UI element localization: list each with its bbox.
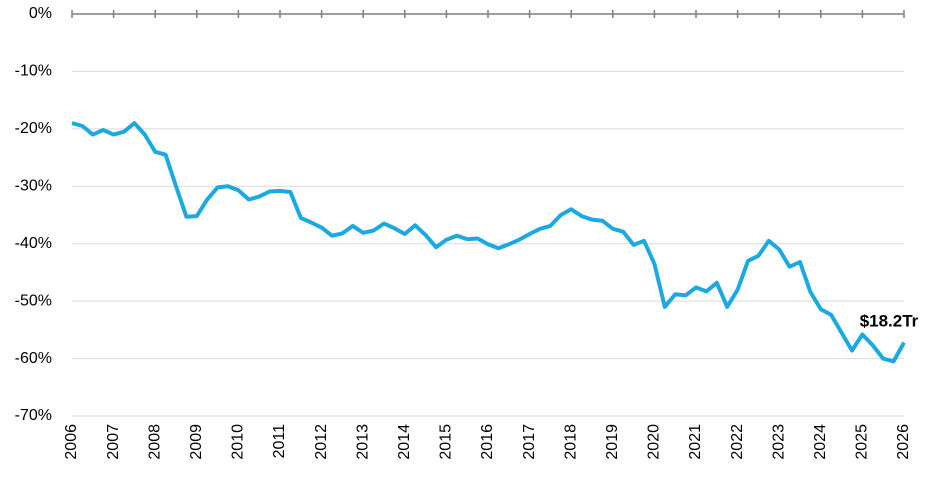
y-tick-label: -60% bbox=[15, 350, 52, 367]
x-tick-label: 2023 bbox=[770, 424, 787, 460]
y-tick-label: -50% bbox=[15, 292, 52, 309]
annotation: $18.2Tr bbox=[860, 311, 919, 330]
x-tick-label: 2006 bbox=[63, 424, 80, 460]
y-tick-label: -30% bbox=[15, 178, 52, 195]
x-tick-label: 2017 bbox=[521, 424, 538, 460]
x-tick-label: 2010 bbox=[230, 424, 247, 460]
x-tick-label: 2021 bbox=[687, 424, 704, 460]
x-tick-label: 2013 bbox=[354, 424, 371, 460]
y-tick-label: 0% bbox=[29, 5, 52, 22]
x-tick-label: 2020 bbox=[646, 424, 663, 460]
x-tick-label: 2018 bbox=[562, 424, 579, 460]
x-tick-label: 2007 bbox=[105, 424, 122, 460]
x-tick-label: 2022 bbox=[729, 424, 746, 460]
y-tick-label: -70% bbox=[15, 407, 52, 424]
x-tick-label: 2024 bbox=[812, 424, 829, 460]
x-tick-label: 2025 bbox=[854, 424, 871, 460]
data-line bbox=[71, 121, 906, 364]
y-tick-label: -10% bbox=[15, 63, 52, 80]
x-tick-label: 2015 bbox=[438, 424, 455, 460]
x-tick-label: 2011 bbox=[271, 424, 288, 459]
y-tick-label: -20% bbox=[15, 120, 52, 137]
x-tick-label: 2014 bbox=[396, 424, 413, 460]
x-tick-label: 2008 bbox=[146, 424, 163, 460]
x-tick-label: 2012 bbox=[313, 424, 330, 460]
x-tick-label: 2026 bbox=[895, 424, 912, 460]
y-tick-label: -40% bbox=[15, 235, 52, 252]
x-tick-label: 2016 bbox=[479, 424, 496, 460]
x-tick-label: 2019 bbox=[604, 424, 621, 460]
x-tick-label: 2009 bbox=[188, 424, 205, 460]
